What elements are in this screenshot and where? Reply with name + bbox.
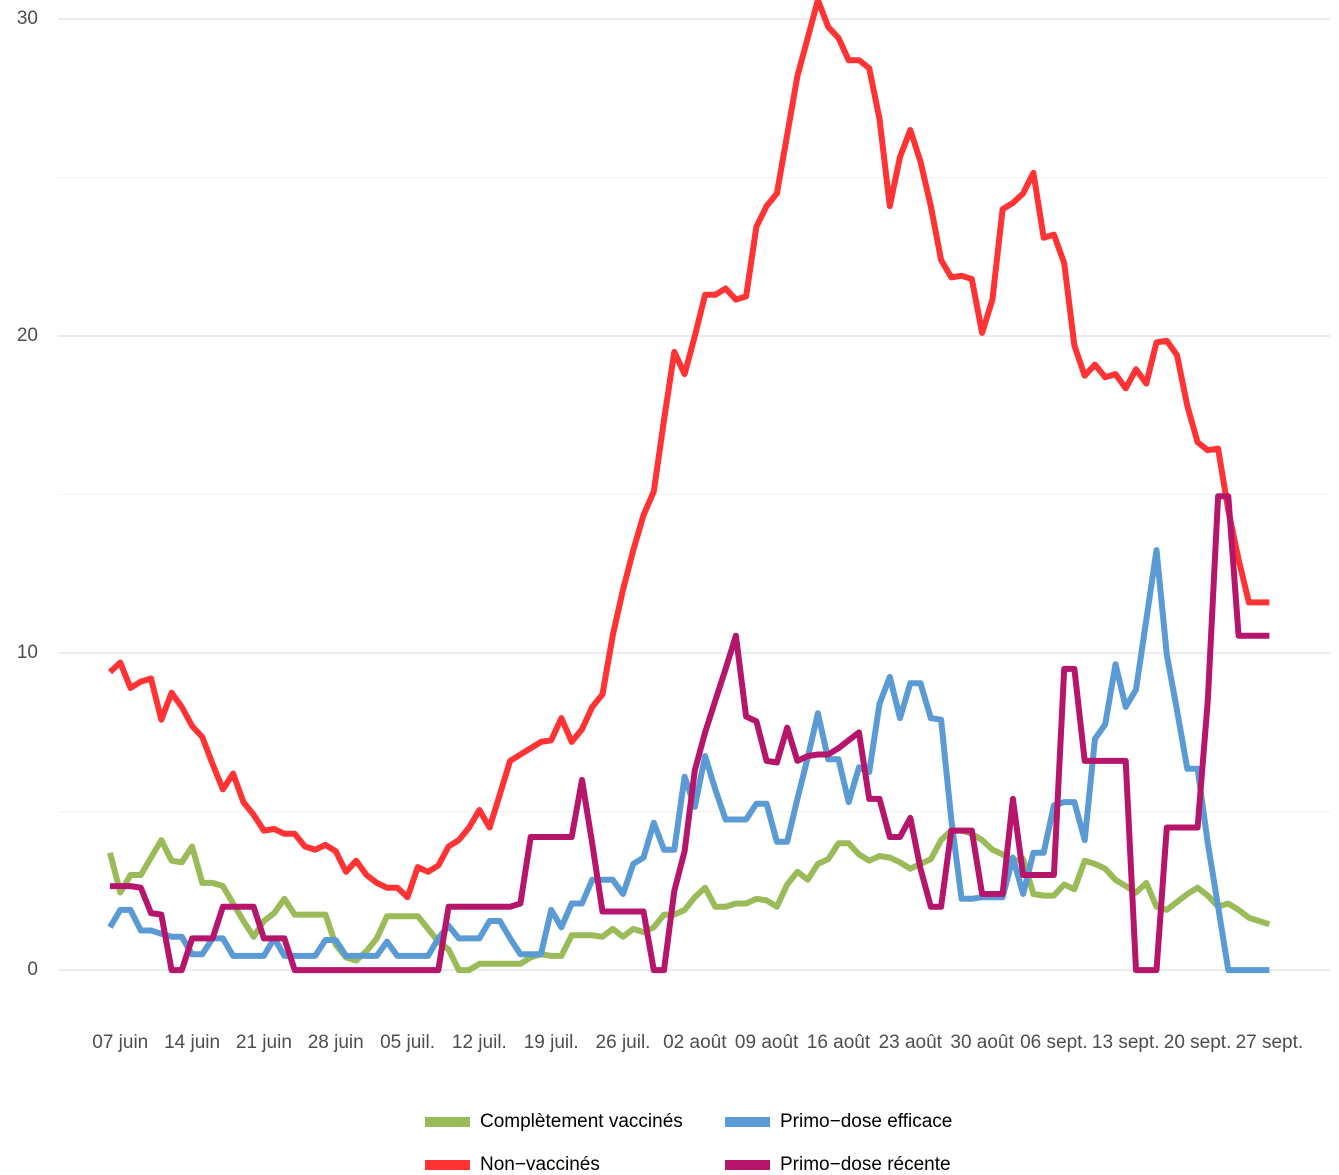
x-tick-label: 07 juin	[92, 1032, 148, 1053]
y-tick-label: 20	[17, 325, 38, 346]
x-tick-label: 09 août	[735, 1032, 799, 1053]
x-tick-label: 12 juil.	[452, 1032, 507, 1053]
series-line	[107, 0, 1270, 901]
x-tick-label: 14 juin	[164, 1032, 220, 1053]
x-tick-label: 21 juin	[236, 1032, 292, 1053]
x-tick-label: 27 sept.	[1236, 1032, 1304, 1053]
x-tick-label: 06 sept.	[1020, 1032, 1088, 1053]
x-tick-label: 02 août	[663, 1032, 727, 1053]
x-tick-label: 19 juil.	[524, 1032, 579, 1053]
x-tick-label: 16 août	[807, 1032, 871, 1053]
legend-label: Primo−dose récente	[780, 1154, 951, 1175]
x-tick-label: 05 juil.	[380, 1032, 435, 1053]
series-line	[107, 827, 1271, 974]
legend-swatch	[725, 1160, 770, 1170]
x-tick-label: 23 août	[879, 1032, 943, 1053]
x-tick-label: 20 sept.	[1164, 1032, 1232, 1053]
x-tick-label: 13 sept.	[1092, 1032, 1160, 1053]
series-line	[110, 493, 1270, 974]
x-tick-label: 28 juin	[308, 1032, 364, 1053]
x-tick-label: 30 août	[950, 1032, 1014, 1053]
y-tick-label: 10	[17, 642, 38, 663]
legend-label: Primo−dose efficace	[780, 1111, 952, 1132]
legend-swatch	[725, 1117, 770, 1127]
legend-swatch	[425, 1117, 470, 1127]
legend-swatch	[425, 1160, 470, 1170]
legend-label: Complètement vaccinés	[480, 1111, 683, 1132]
y-tick-label: 30	[17, 8, 38, 29]
x-tick-label: 26 juil.	[596, 1032, 651, 1053]
y-tick-label: 0	[27, 959, 38, 980]
legend-label: Non−vaccinés	[480, 1154, 600, 1175]
